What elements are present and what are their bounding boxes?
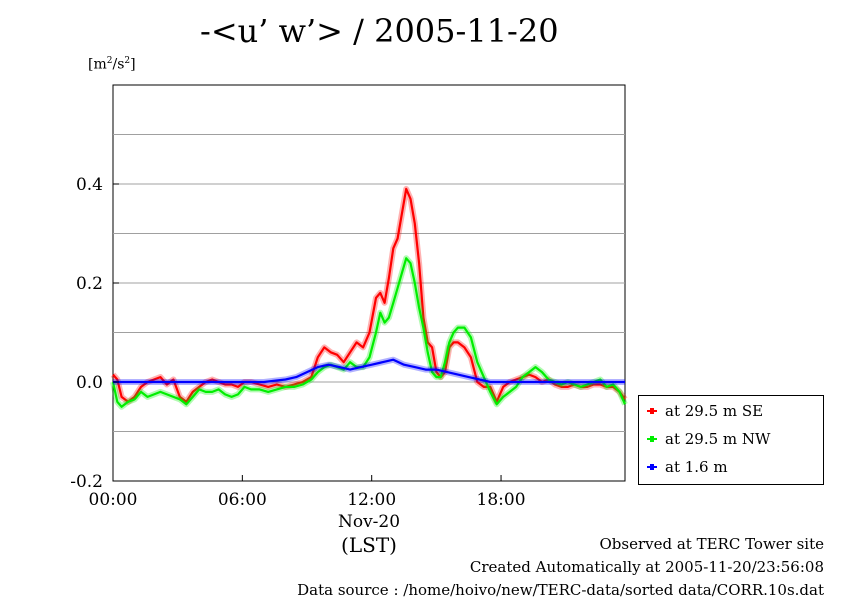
legend-label-low: at 1.6 m bbox=[665, 458, 728, 476]
x-axis-label: (LST) bbox=[341, 533, 397, 557]
footer-line-2: Created Automatically at 2005-11-20/23:5… bbox=[469, 558, 824, 576]
footer-line-1: Observed at TERC Tower site bbox=[599, 535, 824, 553]
legend-item-se: at 29.5 m SE bbox=[647, 402, 763, 420]
legend: at 29.5 m SE at 29.5 m NW at 1.6 m bbox=[638, 395, 824, 485]
legend-label-se: at 29.5 m SE bbox=[665, 402, 764, 420]
chart-title: -<u’ w’> / 2005-11-20 bbox=[200, 12, 559, 50]
axes: -0.2 0.0 0.2 0.4 00:00 06:00 12:00 18:00 bbox=[70, 175, 525, 510]
y-tick-label: 0.4 bbox=[76, 175, 103, 195]
series-line-nw bbox=[111, 257, 627, 408]
x-tick-label: 18:00 bbox=[477, 490, 526, 510]
series-line-se bbox=[112, 187, 626, 403]
legend-item-low: at 1.6 m bbox=[647, 458, 728, 476]
y-tick-label: 0.0 bbox=[76, 373, 103, 393]
y-tick-label: -0.2 bbox=[70, 472, 103, 492]
footer-line-3: Data source : /home/hoivo/new/TERC-data/… bbox=[297, 581, 824, 599]
x-tick-label: 12:00 bbox=[347, 490, 396, 510]
legend-item-nw: at 29.5 m NW bbox=[647, 430, 770, 448]
series-line-low bbox=[113, 358, 625, 384]
legend-label-nw: at 29.5 m NW bbox=[665, 430, 771, 448]
x-tick-label: 00:00 bbox=[89, 490, 138, 510]
y-axis-unit-label: [m2/s2] bbox=[88, 56, 136, 73]
legend-swatch-nw bbox=[647, 436, 657, 442]
legend-swatch-se bbox=[647, 408, 657, 414]
x-tick-label: 06:00 bbox=[218, 490, 267, 510]
legend-swatch-low bbox=[647, 464, 657, 470]
y-tick-label: 0.2 bbox=[76, 274, 103, 294]
x-axis-date-label: Nov-20 bbox=[338, 512, 400, 532]
series-layer bbox=[110, 185, 628, 410]
